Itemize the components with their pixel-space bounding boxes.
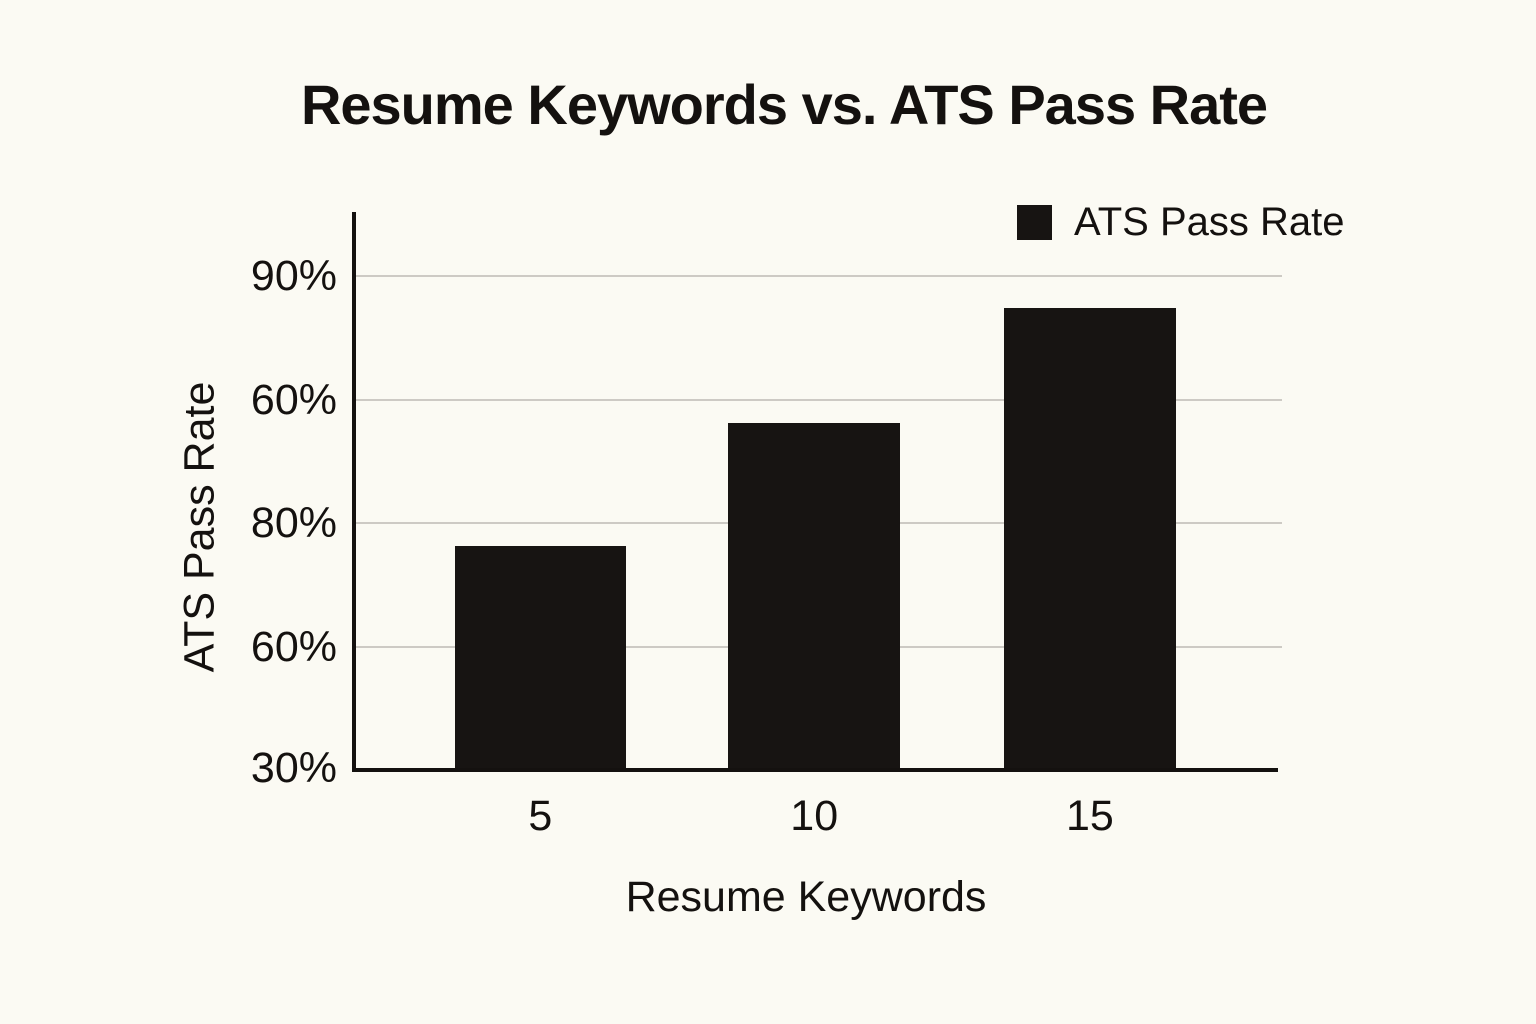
bar-10 (728, 423, 900, 768)
legend-label: ATS Pass Rate (1074, 200, 1345, 244)
legend: ATS Pass Rate (1017, 202, 1344, 242)
y-tick-label: 80% (250, 498, 337, 547)
x-tick-label: 15 (1065, 792, 1114, 840)
x-axis-title: Resume Keywords (625, 873, 987, 921)
legend-swatch-icon (1017, 204, 1052, 240)
gridline (356, 274, 1282, 277)
chart-title: Resume Keywords vs. ATS Pass Rate (300, 73, 1268, 136)
x-axis-tick-labels: 5 10 15 (356, 792, 1278, 844)
bar-5 (454, 546, 627, 768)
gridline (356, 398, 1282, 401)
x-tick-label: 10 (790, 792, 839, 840)
y-tick-label: 60% (250, 622, 337, 671)
y-axis-tick-labels: 30% 60% 80% 60% 90% (0, 212, 337, 792)
bar-15 (1004, 308, 1176, 768)
x-tick-label: 5 (528, 792, 553, 840)
y-tick-label: 60% (250, 375, 337, 424)
y-tick-label: 90% (250, 251, 337, 300)
plot-area (352, 212, 1282, 772)
y-tick-label: 30% (250, 744, 337, 792)
